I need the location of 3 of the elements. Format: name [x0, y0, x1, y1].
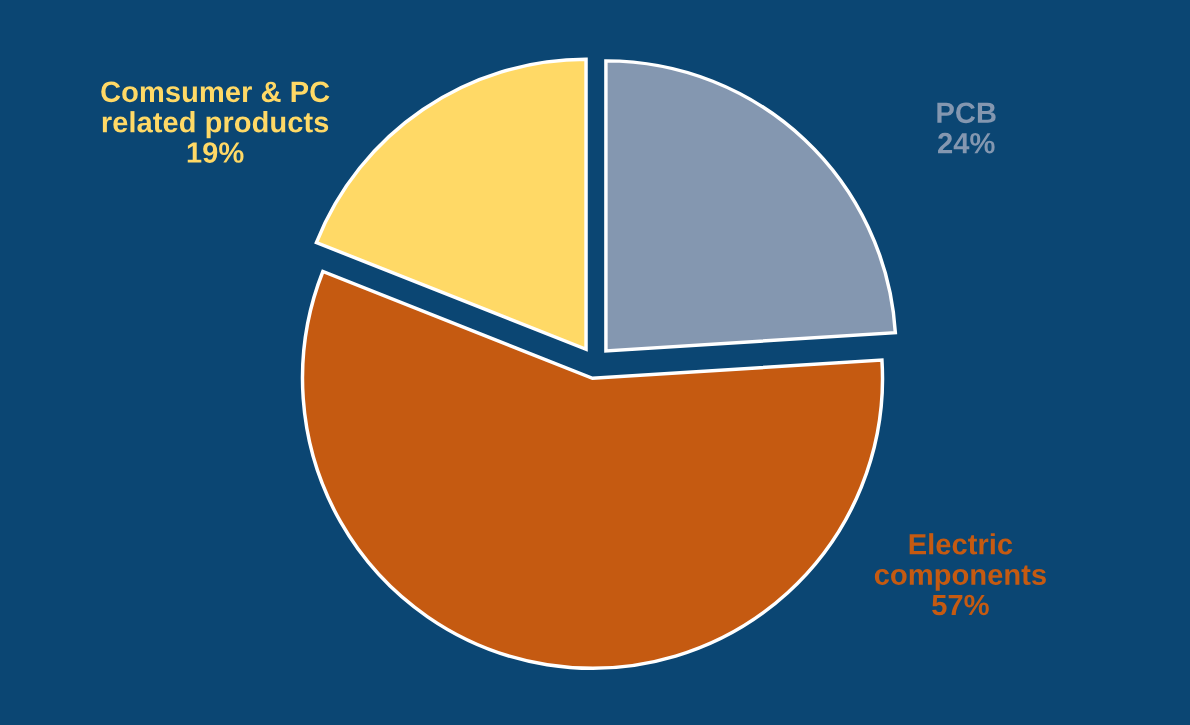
slice-label: Electric components 57%	[874, 533, 1046, 616]
slice-label: PCB 24%	[937, 102, 996, 154]
slice-label: Comsumer & PC related products 19%	[101, 81, 330, 163]
